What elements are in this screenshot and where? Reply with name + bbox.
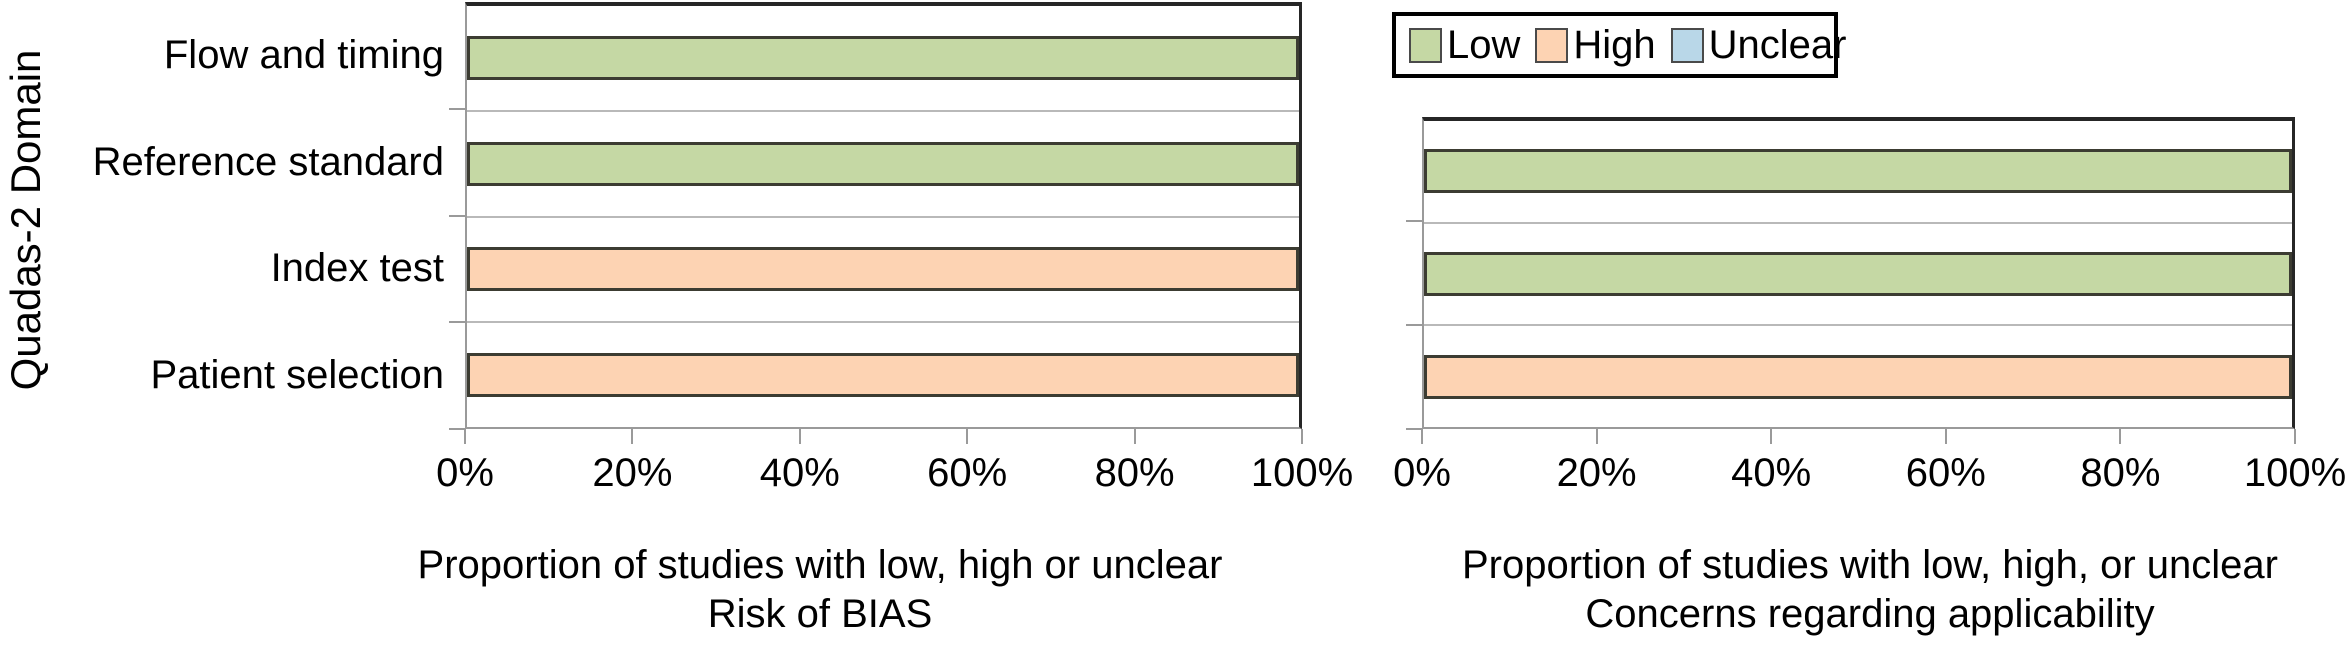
stacked-bar — [1424, 252, 2292, 296]
x-axis-title-line2: Risk of BIAS — [707, 592, 933, 636]
bar-segment-high — [467, 247, 1299, 292]
legend-label-high: High — [1573, 22, 1656, 67]
axis-tick — [798, 429, 801, 444]
stacked-bar — [1424, 149, 2292, 194]
bar-segment-low — [467, 35, 1299, 80]
tick-label: 60% — [1905, 451, 1986, 495]
axis-tick — [464, 429, 466, 444]
bar-segment-high — [467, 353, 1299, 398]
axis-tick — [1770, 429, 1773, 444]
tick-label: 100% — [2243, 451, 2347, 495]
axis-tick — [1944, 429, 1947, 444]
category-axis-tick — [449, 214, 465, 217]
x-axis-ticks — [1421, 429, 2296, 444]
category-axis-ticks — [1406, 117, 1422, 430]
category-label: Flow and timing — [163, 32, 444, 77]
axis-tick — [966, 429, 969, 444]
risk-of-bias-plot — [465, 2, 1302, 429]
category-axis-ticks — [449, 2, 465, 430]
bar-row — [467, 323, 1299, 427]
x-axis-title-line1: Proportion of studies with low, high, or… — [1462, 543, 2278, 587]
tick-label: 20% — [592, 451, 673, 495]
tick-label: 40% — [759, 451, 840, 495]
bar-segment-high — [1424, 354, 2292, 399]
category-axis-tick — [449, 107, 465, 110]
category-axis-tick — [1406, 323, 1422, 326]
category-axis-tick — [1406, 219, 1422, 222]
tick-label: 80% — [1094, 451, 1175, 495]
category-label: Patient selection — [150, 353, 444, 398]
legend-label-low: Low — [1447, 22, 1521, 67]
category-axis-tick — [1406, 428, 1422, 430]
bar-row — [467, 112, 1299, 218]
bar-segment-low — [467, 141, 1299, 186]
stacked-bar — [1424, 354, 2292, 399]
category-axis-tick — [449, 428, 465, 430]
x-axis-tick-labels: 0% 20% 40% 60% 80% 100% — [436, 451, 1353, 503]
axis-tick — [2294, 429, 2296, 444]
bar-segment-low — [1424, 252, 2292, 296]
category-labels: Flow and timing Reference standard Index t… — [0, 2, 450, 429]
axis-tick — [2119, 429, 2122, 444]
legend: Low High Unclear — [1392, 12, 1847, 78]
stacked-bar — [467, 35, 1299, 80]
legend-swatch-low — [1409, 27, 1442, 63]
axis-tick — [1595, 429, 1598, 444]
x-axis-tick-labels: 0% 20% 40% 60% 80% 100% — [1393, 451, 2346, 503]
axis-tick — [1133, 429, 1136, 444]
stacked-bar — [467, 247, 1299, 292]
x-axis-title: Proportion of studies with low, high, or… — [1390, 541, 2348, 639]
legend-item-high: High — [1535, 22, 1656, 68]
axis-tick — [631, 429, 634, 444]
tick-label: 60% — [927, 451, 1008, 495]
category-axis-tick — [449, 321, 465, 324]
legend-item-low: Low — [1409, 23, 1520, 68]
tick-label: 100% — [1250, 451, 1354, 495]
axis-tick — [1421, 429, 1423, 444]
bar-row — [1424, 121, 2292, 224]
x-axis-title: Proportion of studies with low, high or … — [250, 541, 1390, 639]
x-axis-title-line2: Concerns regarding applicability — [1585, 592, 2155, 636]
legend-label-unclear: Unclear — [1708, 22, 1847, 67]
applicability-plot — [1422, 117, 2295, 429]
legend-item-unclear: Unclear — [1670, 22, 1847, 68]
tick-label: 40% — [1731, 451, 1812, 495]
axis-tick — [1301, 429, 1303, 444]
x-axis-title-line1: Proportion of studies with low, high or … — [417, 543, 1223, 587]
tick-label: 80% — [2080, 451, 2161, 495]
bar-segment-low — [1424, 149, 2292, 194]
category-label: Reference standard — [92, 139, 444, 184]
bar-row — [467, 218, 1299, 324]
stacked-bar — [467, 353, 1299, 398]
tick-label: 0% — [436, 451, 494, 495]
x-axis-ticks — [464, 429, 1303, 444]
bar-row — [467, 6, 1299, 112]
tick-label: 20% — [1556, 451, 1637, 495]
legend-swatch-high — [1535, 27, 1569, 63]
tick-label: 0% — [1393, 451, 1451, 495]
legend-swatch-unclear — [1670, 27, 1704, 63]
bar-row — [1424, 326, 2292, 427]
category-label: Index test — [270, 246, 444, 291]
stacked-bar — [467, 141, 1299, 186]
bar-row — [1424, 224, 2292, 327]
